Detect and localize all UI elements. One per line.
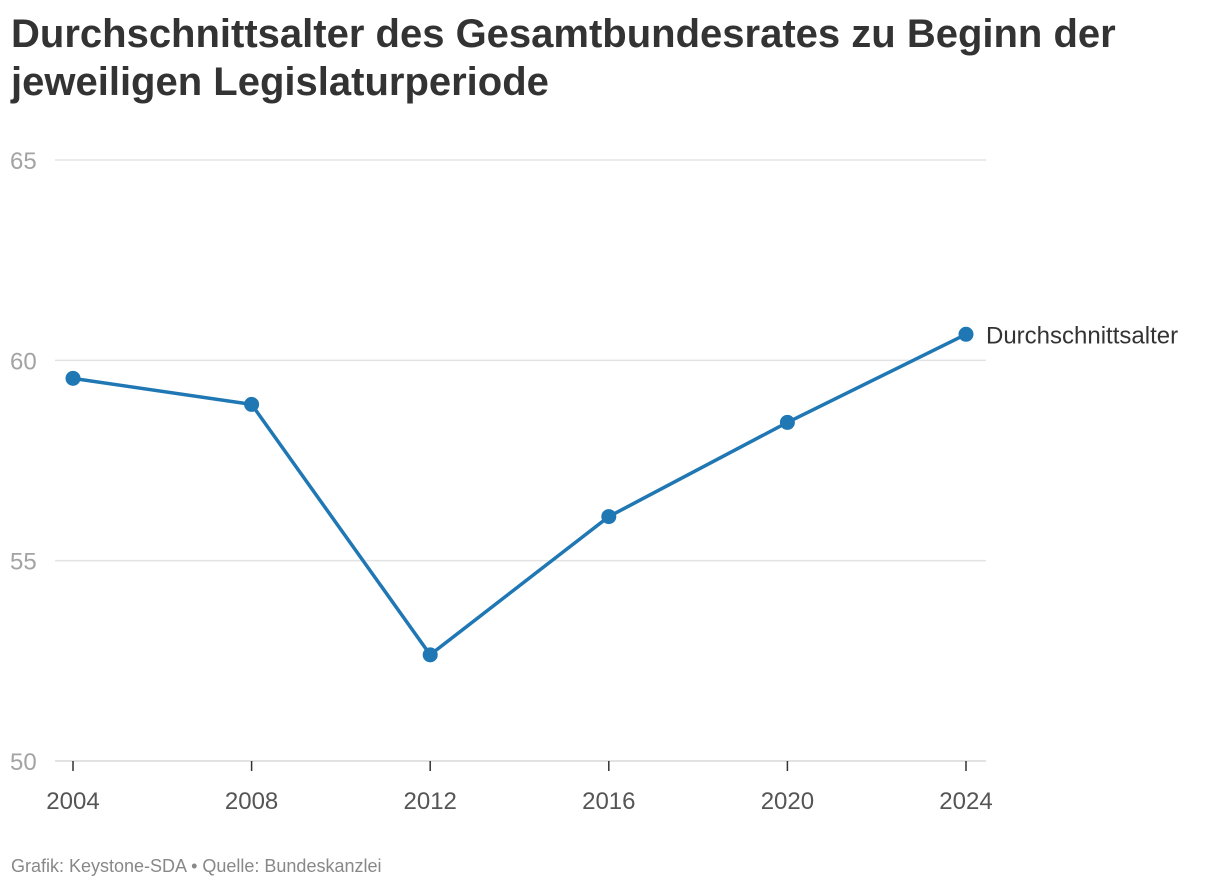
x-tick-label-2016: 2016 bbox=[582, 788, 635, 815]
series-line bbox=[71, 332, 968, 657]
series-label: Durchschnittsalter bbox=[986, 322, 1178, 349]
y-tick-label-50: 50 bbox=[10, 749, 37, 776]
y-tick-label-60: 60 bbox=[10, 348, 37, 375]
x-tick-label-2008: 2008 bbox=[225, 788, 278, 815]
y-tick-label-65: 65 bbox=[10, 148, 37, 175]
x-tick-label-2020: 2020 bbox=[761, 788, 814, 815]
x-tick-label-2012: 2012 bbox=[404, 788, 457, 815]
x-axis-ticks: 2004 2008 2012 2016 2020 2024 bbox=[46, 761, 993, 815]
data-point-2024 bbox=[958, 326, 974, 342]
y-tick-label-55: 55 bbox=[10, 549, 37, 576]
data-point-2020 bbox=[779, 414, 795, 430]
data-point-2008 bbox=[244, 396, 260, 412]
series-durchschnittsalter: Durchschnittsalter bbox=[65, 322, 1178, 663]
source-note: Grafik: Keystone-SDA • Quelle: Bundeskan… bbox=[11, 856, 382, 876]
gridlines bbox=[55, 159, 986, 562]
data-point-2016 bbox=[601, 509, 617, 525]
x-tick-label-2004: 2004 bbox=[46, 788, 99, 815]
data-point-2012 bbox=[422, 647, 438, 663]
data-point-2004 bbox=[65, 370, 81, 386]
y-axis-ticks: 50 55 60 65 bbox=[10, 148, 37, 776]
x-tick-label-2024: 2024 bbox=[939, 788, 992, 815]
chart-title: Durchschnittsalter des Gesamtbundesrates… bbox=[11, 12, 1116, 104]
